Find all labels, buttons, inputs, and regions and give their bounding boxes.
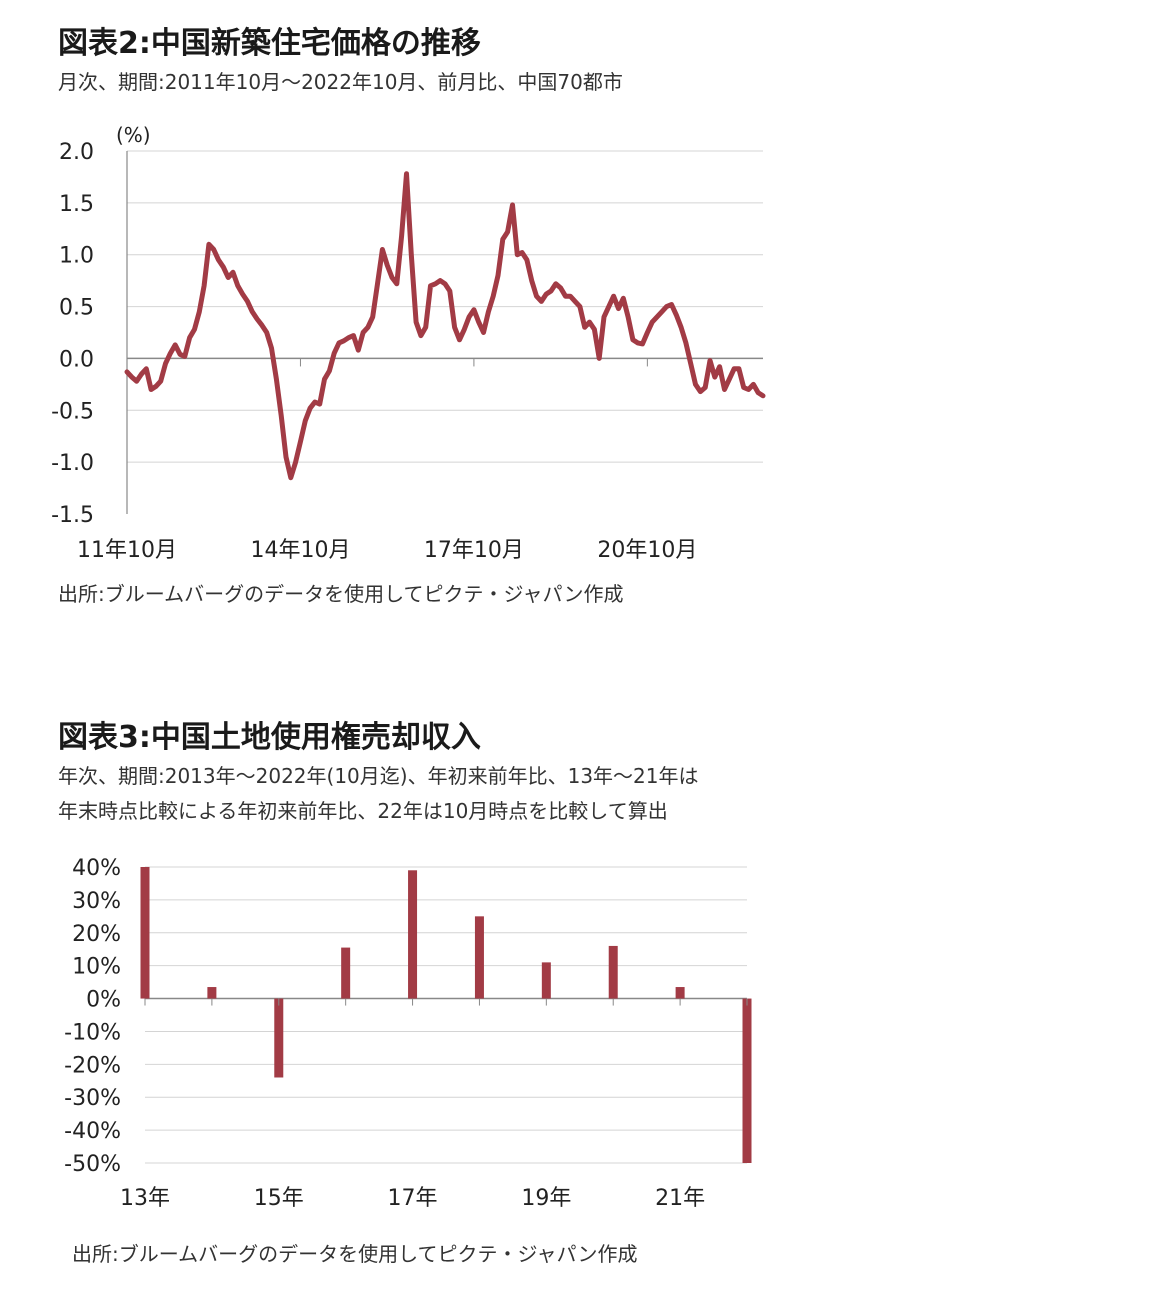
chart2-xtick-label: 17年	[388, 1186, 438, 1211]
chart2-xtick-label: 21年	[655, 1186, 705, 1211]
chart2-source: 出所:ブルームバーグのデータを使用してピクテ・ジャパン作成	[72, 1242, 638, 1266]
chart2-bar-20年	[608, 945, 618, 999]
chart1-xtick-label: 17年10月	[424, 538, 524, 563]
chart2-ytick-label: 40%	[72, 856, 121, 881]
chart1-subtitle: 月次、期間:2011年10月～2022年10月、前月比、中国70都市	[58, 70, 623, 94]
chart2-bar-15年	[274, 998, 284, 1078]
chart2-ytick-label: -20%	[64, 1053, 121, 1078]
chart2-ytick-label: 30%	[72, 889, 121, 914]
chart1-xtick-label: 14年10月	[250, 538, 350, 563]
chart1-ytick-label: -1.5	[51, 503, 94, 528]
chart1-y-label: (%)	[116, 123, 151, 147]
chart2-bar-18年	[474, 916, 484, 999]
chart2-xtick-label: 13年	[120, 1186, 170, 1211]
chart1-ytick-label: -0.5	[51, 399, 94, 424]
chart1-ytick-label: 1.0	[59, 244, 94, 269]
chart2-bar-17年	[408, 870, 418, 999]
chart2-xtick-label: 19年	[521, 1186, 571, 1211]
chart1-ytick-label: 0.5	[59, 296, 94, 321]
chart2-bar-16年	[341, 947, 351, 999]
chart2-bar-13年	[140, 867, 150, 999]
chart2-ytick-label: -50%	[64, 1152, 121, 1177]
chart2-subtitle-line2: 年末時点比較による年初来前年比、22年は10月時点を比較して算出	[58, 799, 668, 823]
chart2-ytick-label: -40%	[64, 1119, 121, 1144]
chart2-bar-22年	[742, 998, 752, 1163]
chart2-ytick-label: -10%	[64, 1020, 121, 1045]
chart2-subtitle-line1: 年次、期間:2013年～2022年(10月迄)、年初来前年比、13年～21年は	[58, 764, 699, 788]
chart1-ytick-label: 0.0	[59, 347, 94, 372]
chart2-ytick-label: 0%	[86, 988, 121, 1013]
chart2-ytick-label: 10%	[72, 955, 121, 980]
chart1-source: 出所:ブルームバーグのデータを使用してピクテ・ジャパン作成	[58, 582, 624, 606]
chart1-ytick-label: -1.0	[51, 451, 94, 476]
chart2-bar-21年	[675, 987, 685, 999]
chart1-line-chart: 2.0 1.5 1.0 0.5 0.0 -0.5 -1.0 -1.5 (%) 11年10月 14年1…	[51, 123, 766, 563]
chart1-ytick-label: 2.0	[59, 140, 94, 165]
chart1-title: 図表2:中国新築住宅価格の推移	[58, 26, 481, 61]
chart2-xtick-label: 15年	[254, 1186, 304, 1211]
chart1-series-line	[124, 171, 766, 481]
chart1-xtick-label: 20年10月	[597, 538, 697, 563]
chart2-bar-19年	[541, 962, 551, 999]
chart2-title: 図表3:中国土地使用権売却収入	[58, 720, 481, 755]
chart2-ytick-label: 20%	[72, 922, 121, 947]
chart2-bar-14年	[207, 987, 217, 999]
chart2-ytick-label: -30%	[64, 1086, 121, 1111]
chart1-xtick-label: 11年10月	[77, 538, 177, 563]
chart1-ytick-label: 1.5	[59, 192, 94, 217]
chart2-bar-chart: 40% 30% 20% 10% 0% -10% -20% -30% -40% -50% 13年 15年…	[64, 856, 752, 1211]
